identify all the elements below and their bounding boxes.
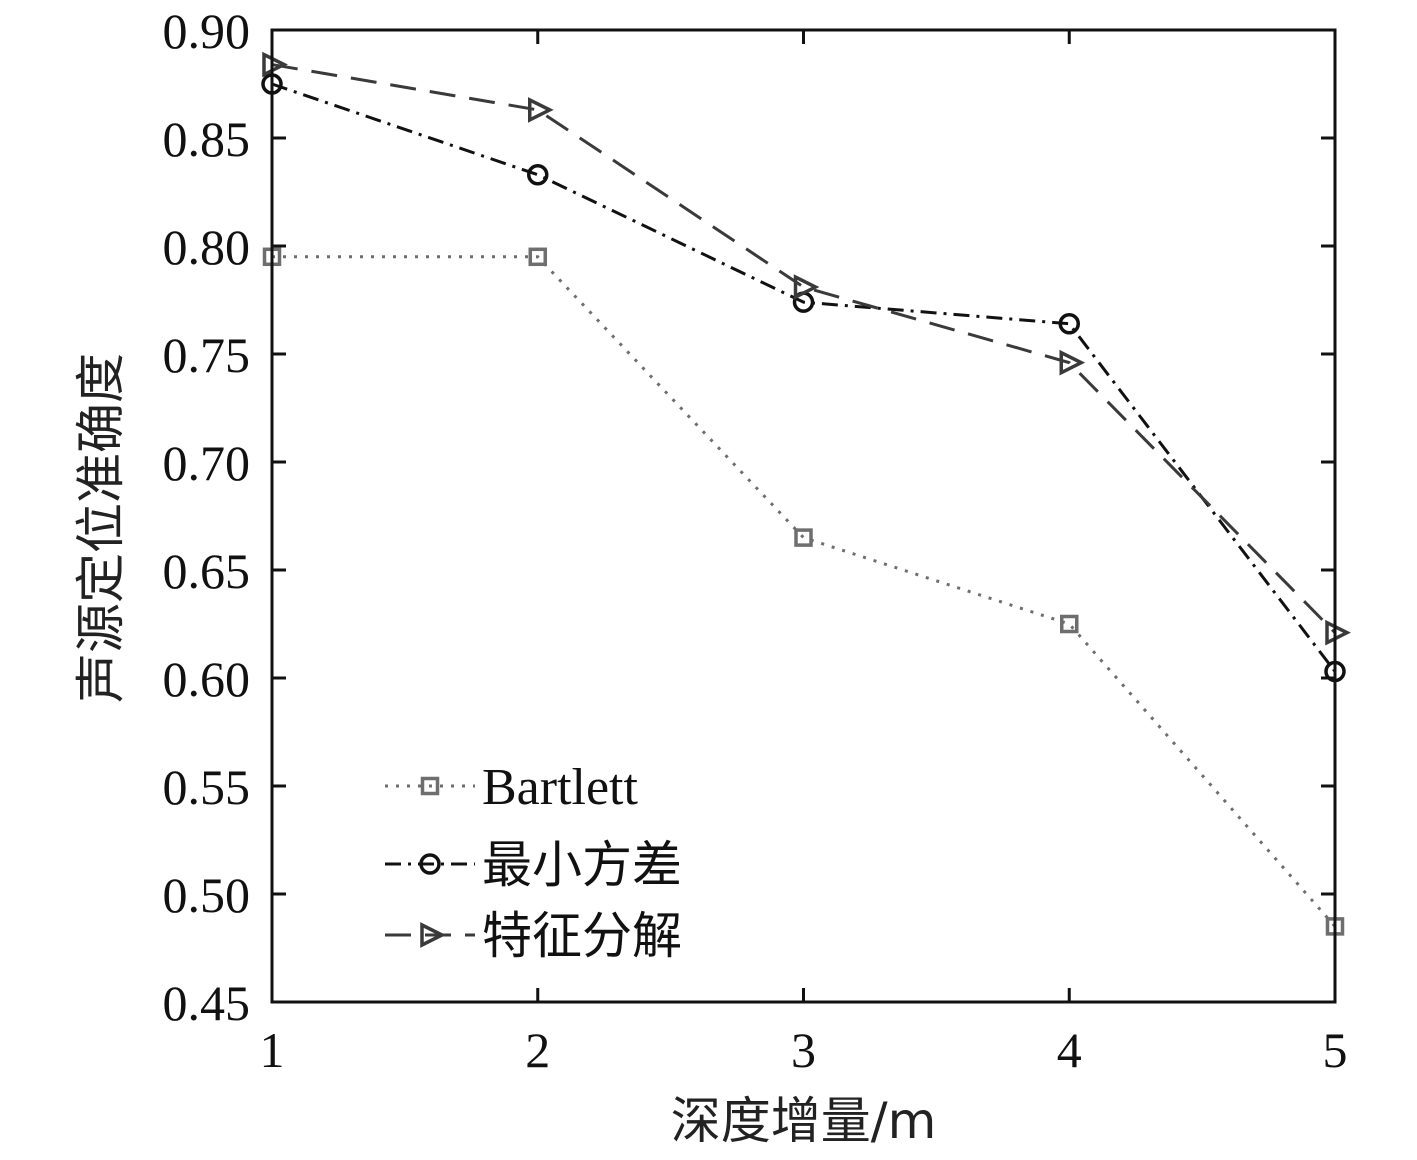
y-axis-label: 声源定位准确度 bbox=[72, 353, 130, 703]
series-1-point-1 bbox=[527, 163, 549, 186]
series-2-point-0 bbox=[262, 51, 288, 78]
series-2-point-1 bbox=[528, 97, 554, 123]
y-tick-label-6: 0.75 bbox=[163, 327, 251, 383]
y-tick-label-0: 0.45 bbox=[163, 975, 251, 1031]
series-line-1 bbox=[271, 82, 1337, 673]
series-1-point-3 bbox=[1058, 313, 1080, 335]
series-2-point-2 bbox=[793, 274, 820, 300]
y-tick-label-5: 0.70 bbox=[163, 435, 251, 491]
legend-label-0: Bartlett bbox=[482, 759, 639, 816]
axes: 1 2 3 4 5 0.45 0.50 0.55 0.60 0.65 0.70 0.75 0.80 0.8… bbox=[163, 3, 1348, 1078]
legend-marker-1 bbox=[419, 853, 441, 875]
series-line-0 bbox=[272, 255, 1337, 928]
series-0-point-3 bbox=[1060, 614, 1079, 634]
x-tick-label-3: 4 bbox=[1057, 1022, 1082, 1078]
y-tick-label-9: 0.90 bbox=[163, 3, 251, 59]
legend-marker-0 bbox=[420, 776, 440, 796]
series-0-point-2 bbox=[794, 528, 813, 547]
x-tick-label-1: 2 bbox=[525, 1022, 550, 1078]
legend-marker-2 bbox=[420, 922, 446, 948]
y-tick-label-8: 0.85 bbox=[163, 111, 251, 167]
y-tick-label-2: 0.55 bbox=[163, 759, 251, 815]
x-tick-label-4: 5 bbox=[1323, 1022, 1348, 1078]
legend-label-1: 最小方差 bbox=[482, 836, 682, 894]
plot-area bbox=[261, 51, 1351, 936]
series-0-point-1 bbox=[528, 247, 547, 267]
y-tick-label-1: 0.50 bbox=[163, 867, 251, 923]
series-2-point-4 bbox=[1325, 619, 1351, 646]
series-line-2 bbox=[271, 63, 1337, 634]
legend-label-2: 特征分解 bbox=[482, 907, 682, 965]
y-tick-label-4: 0.65 bbox=[163, 543, 251, 599]
y-tick-label-3: 0.60 bbox=[163, 651, 251, 707]
x-tick-label-0: 1 bbox=[260, 1022, 285, 1078]
series-2-point-3 bbox=[1059, 349, 1086, 376]
x-tick-label-2: 3 bbox=[791, 1022, 816, 1078]
y-tick-label-7: 0.80 bbox=[163, 219, 251, 275]
x-axis-label: 深度增量/m bbox=[671, 1092, 937, 1150]
